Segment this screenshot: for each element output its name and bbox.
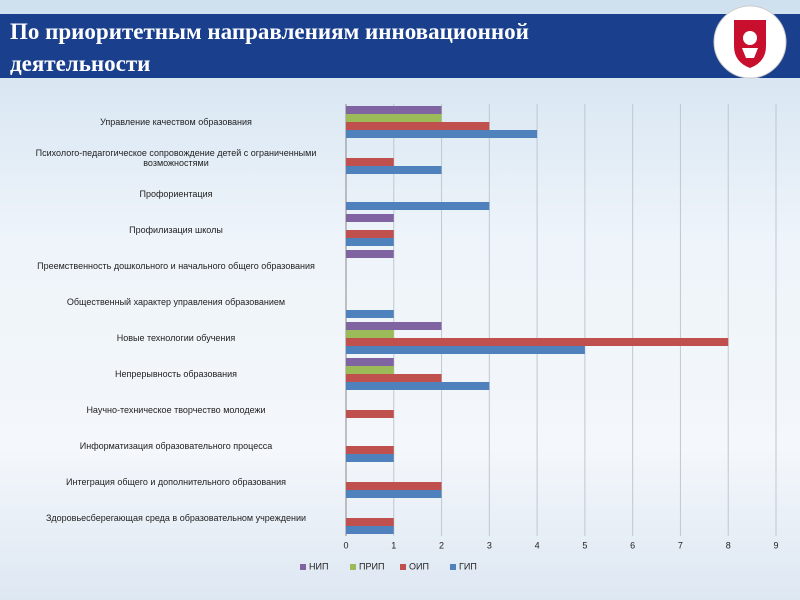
x-tick-label: 9	[773, 540, 778, 550]
legend-label: НИП	[309, 561, 328, 571]
bar	[346, 526, 394, 534]
category-label: Интеграция общего и дополнительного обра…	[66, 477, 286, 487]
category-label: Управление качеством образования	[100, 117, 252, 127]
bar	[346, 410, 394, 418]
bar	[346, 374, 442, 382]
x-tick-label: 8	[726, 540, 731, 550]
category-label: Научно-техническое творчество молодежи	[86, 405, 266, 415]
bar	[346, 122, 490, 130]
bar	[346, 158, 394, 166]
category-label: Психолого-педагогическое сопровождение д…	[35, 148, 317, 168]
category-label: Профориентация	[139, 189, 213, 199]
bar	[346, 202, 490, 210]
bar	[346, 114, 442, 122]
bar	[346, 330, 394, 338]
bar	[346, 366, 394, 374]
legend-label: ОИП	[409, 561, 429, 571]
bar	[346, 310, 394, 318]
x-tick-label: 2	[439, 540, 444, 550]
bar	[346, 322, 442, 330]
bar	[346, 382, 490, 390]
bar	[346, 338, 729, 346]
legend-swatch	[450, 564, 456, 570]
bar	[346, 106, 442, 114]
category-label: Профилизация школы	[129, 225, 223, 235]
x-tick-label: 0	[343, 540, 348, 550]
category-label: Преемственность дошкольного и начального…	[37, 261, 315, 271]
bar	[346, 214, 394, 222]
bar	[346, 250, 394, 258]
category-label: Общественный характер управления образов…	[66, 297, 286, 307]
bar	[346, 358, 394, 366]
bar	[346, 230, 394, 238]
x-tick-label: 5	[582, 540, 587, 550]
bar	[346, 238, 394, 246]
legend-swatch	[350, 564, 356, 570]
header-band	[0, 14, 800, 78]
category-label: Новые технологии обучения	[116, 333, 236, 343]
x-tick-label: 6	[630, 540, 635, 550]
legend-swatch	[400, 564, 406, 570]
category-label: Непрерывность образования	[114, 369, 238, 379]
x-tick-label: 1	[391, 540, 396, 550]
x-tick-label: 3	[487, 540, 492, 550]
x-tick-label: 7	[678, 540, 683, 550]
legend-label: ГИП	[459, 561, 477, 571]
slide-title: По приоритетным направлениям инновационн…	[10, 19, 529, 76]
bar	[346, 130, 538, 138]
bar	[346, 490, 442, 498]
emblem	[713, 5, 787, 79]
x-tick-label: 4	[535, 540, 540, 550]
legend-label: ПРИП	[359, 561, 384, 571]
bar	[346, 454, 394, 462]
bar	[346, 166, 442, 174]
category-label: Здоровьесберегающая среда в образователь…	[45, 513, 307, 523]
bar	[346, 446, 394, 454]
bar	[346, 346, 585, 354]
legend-swatch	[300, 564, 306, 570]
bar	[346, 482, 442, 490]
bar	[346, 518, 394, 526]
category-label: Информатизация образовательного процесса	[79, 441, 273, 451]
